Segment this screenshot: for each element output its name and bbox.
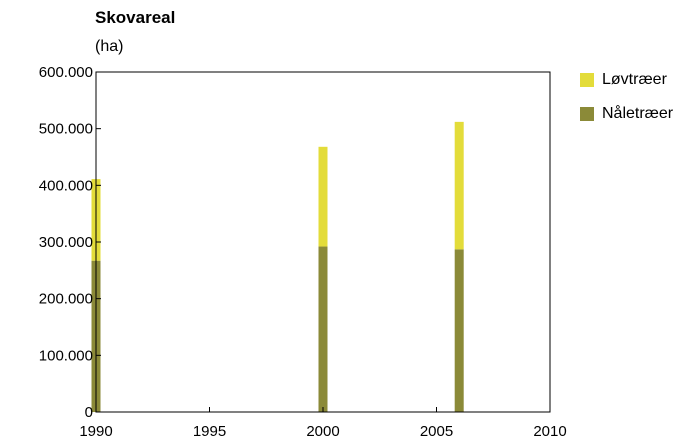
x-tick-label: 1990 xyxy=(79,423,112,440)
bars-group xyxy=(91,121,464,412)
x-tick-label: 2005 xyxy=(420,423,453,440)
legend-label-naletraeer: Nåletræer xyxy=(602,105,674,122)
bar-naletraeer-2000 xyxy=(318,246,328,412)
legend: Løvtræer Nåletræer xyxy=(580,70,673,138)
axes-group: 0 100.000 200.000 300.000 400.000 500.000 600.… xyxy=(39,64,567,440)
legend-item-naletraeer: Nåletræer xyxy=(580,104,673,124)
y-tick-label: 300.000 xyxy=(39,234,93,251)
bar-lovtraeer-2006 xyxy=(454,121,464,250)
legend-label-lovtraeer: Løvtræer xyxy=(602,71,667,88)
legend-swatch-naletraeer xyxy=(580,107,594,121)
y-tick-label: 100.000 xyxy=(39,347,93,364)
y-tick-label: 400.000 xyxy=(39,177,93,194)
y-tick-label: 500.000 xyxy=(39,121,93,138)
x-tick-label: 2010 xyxy=(533,423,566,440)
legend-swatch-lovtraeer xyxy=(580,73,594,87)
bar-naletraeer-2006 xyxy=(454,249,464,412)
x-tick-label: 2000 xyxy=(306,423,339,440)
y-axis-unit: (ha) xyxy=(95,38,124,55)
bar-lovtraeer-2000 xyxy=(318,146,328,247)
x-tick-label: 1995 xyxy=(193,423,226,440)
y-tick-label: 0 xyxy=(85,404,93,421)
y-tick-label: 600.000 xyxy=(39,64,93,81)
y-tick-label: 200.000 xyxy=(39,291,93,308)
chart-title: Skovareal xyxy=(95,8,176,27)
legend-item-lovtraeer: Løvtræer xyxy=(580,70,673,90)
